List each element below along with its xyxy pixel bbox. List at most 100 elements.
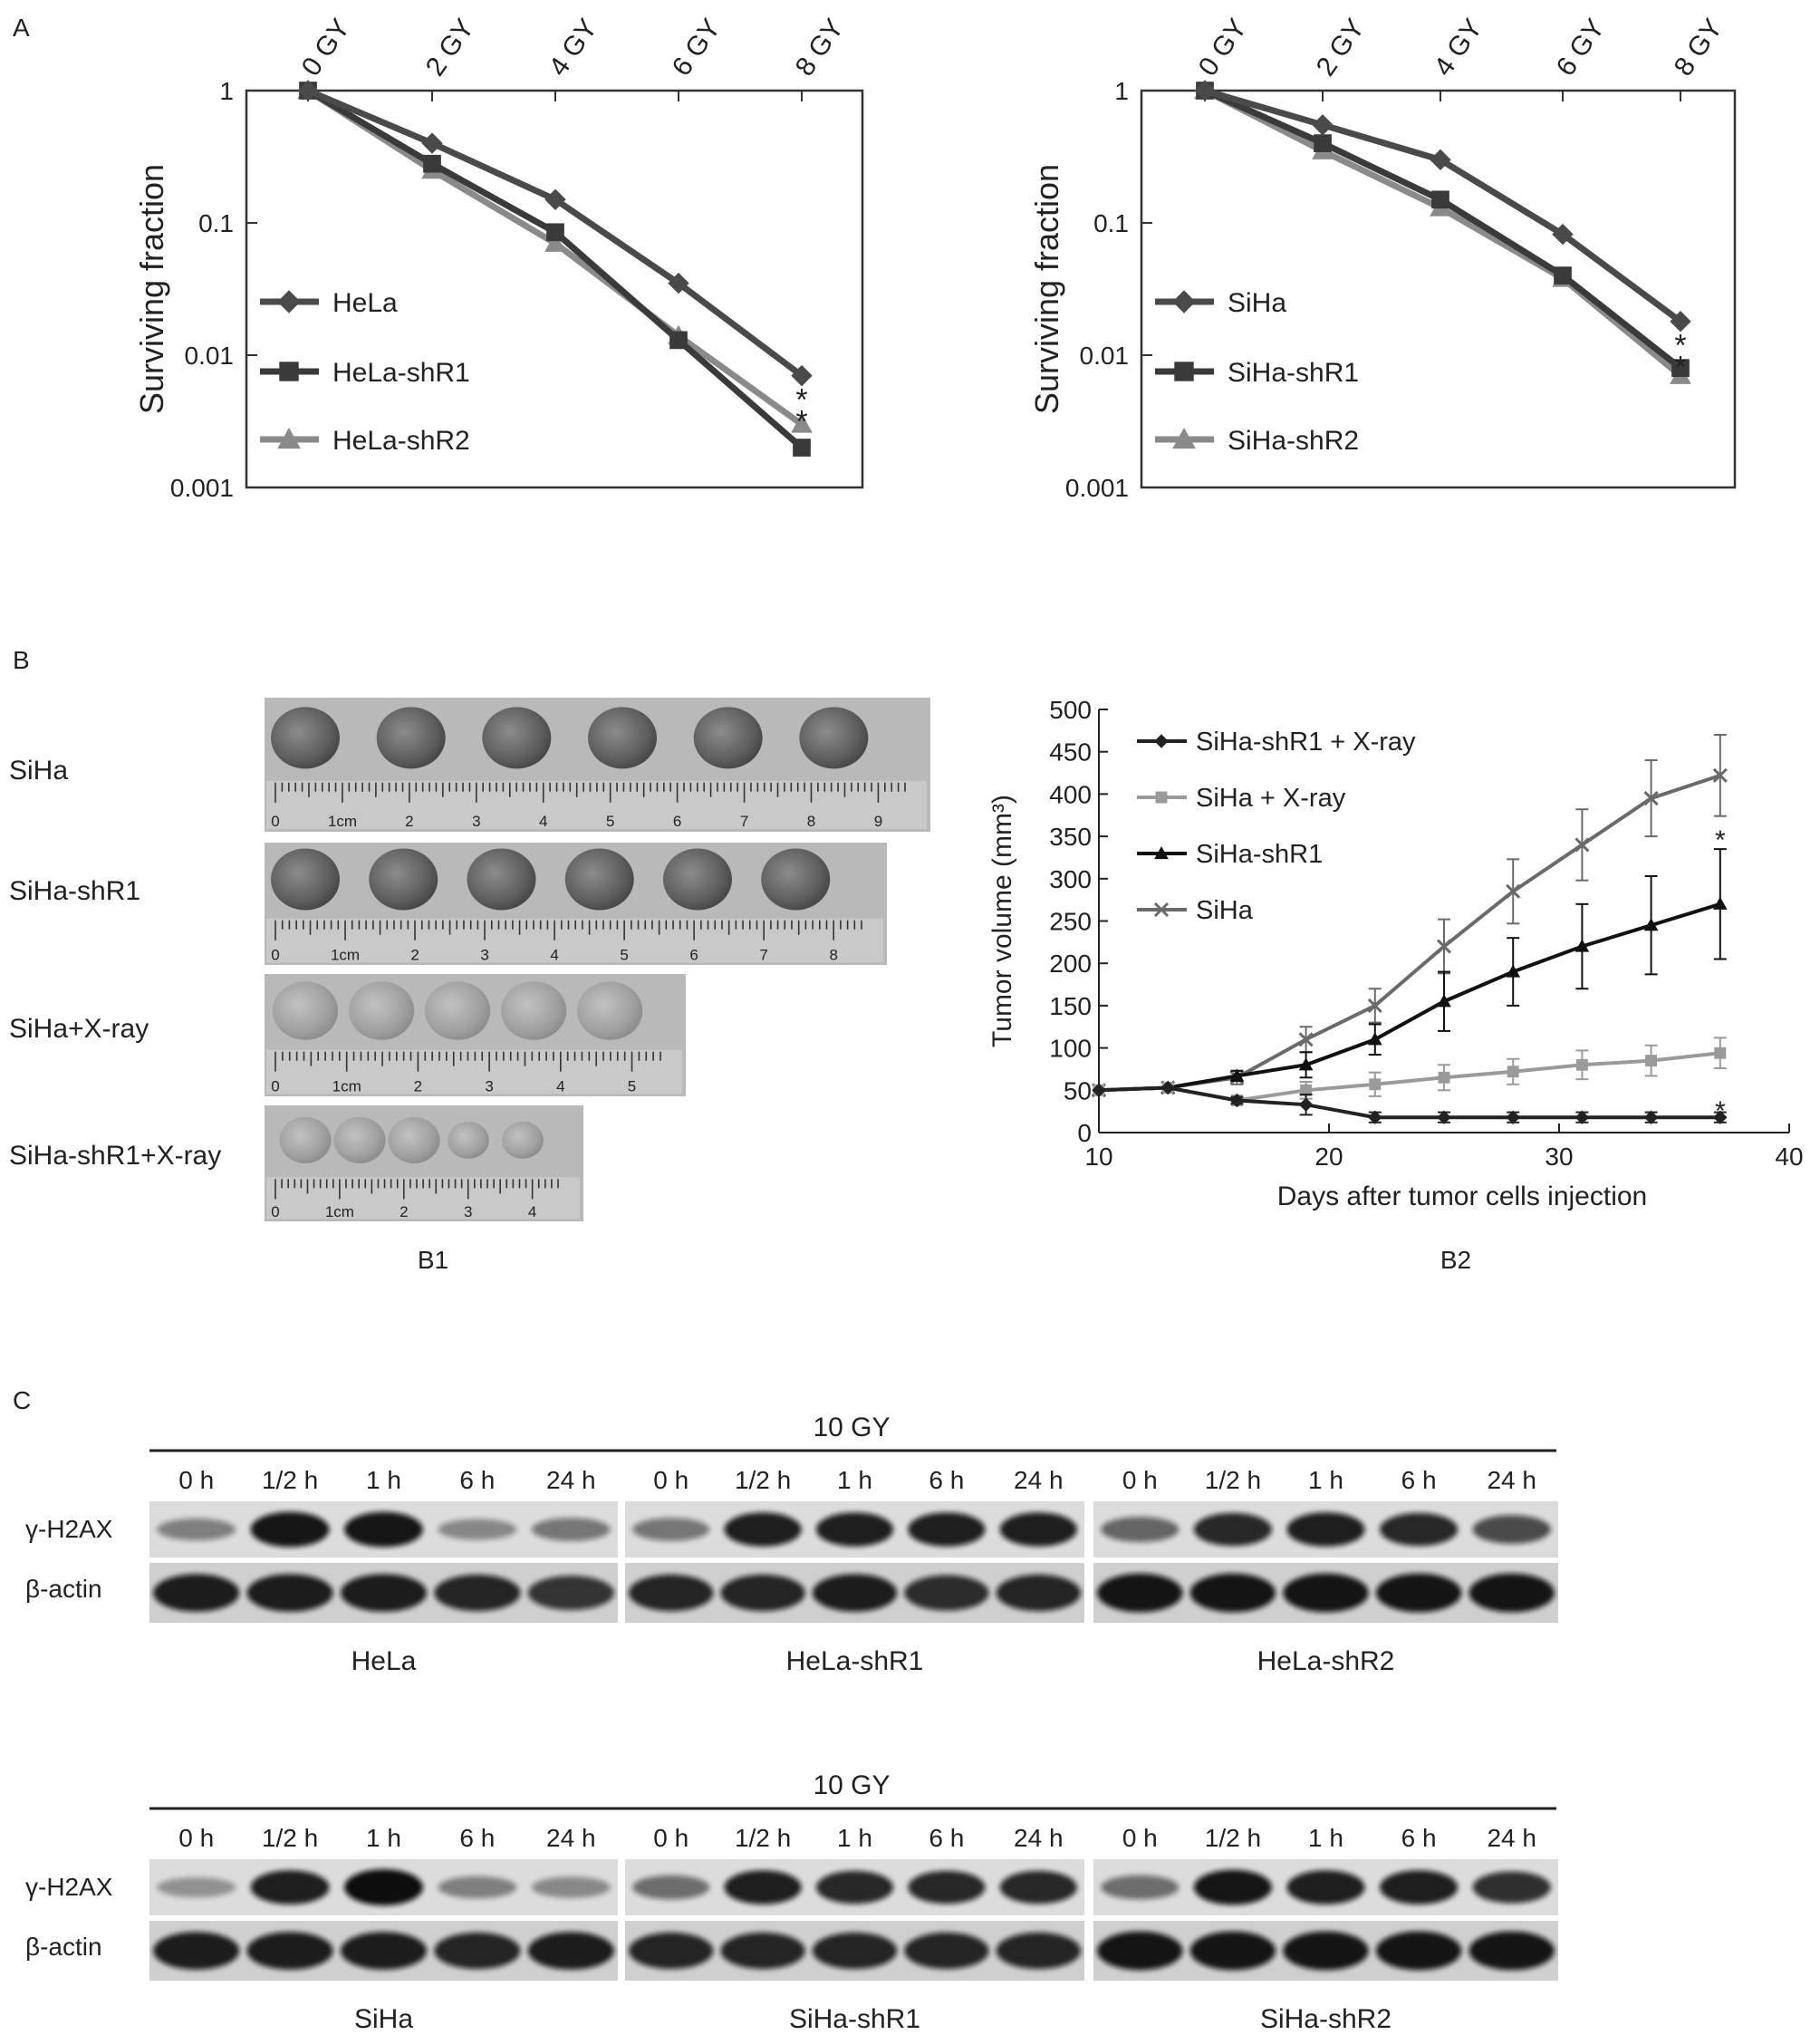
data-point — [1645, 1055, 1658, 1067]
data-point — [1092, 1083, 1106, 1098]
time-label: 6 h — [1401, 1466, 1437, 1494]
data-point — [1431, 190, 1449, 209]
blot-band — [1375, 1573, 1462, 1613]
time-label: 0 h — [653, 1824, 689, 1852]
legend-marker — [277, 290, 301, 313]
blot-band — [1193, 1869, 1272, 1905]
y-tick-label: 1 — [1114, 77, 1129, 105]
time-label: 0 h — [1122, 1824, 1158, 1852]
legend-label: SiHa-shR1 — [1196, 840, 1323, 869]
legend-label: SiHa — [1196, 896, 1254, 925]
blot-band — [1286, 1512, 1365, 1547]
blot-band — [1380, 1870, 1459, 1905]
ruler-label: 9 — [874, 813, 882, 830]
legend-marker — [1172, 427, 1196, 449]
y-axis-label: Tumor volume (mm³) — [987, 795, 1017, 1047]
y-tick-label: 450 — [1049, 738, 1092, 767]
ruler-label: 3 — [480, 947, 488, 964]
data-point — [1643, 1110, 1659, 1124]
tumor-row-label: SiHa+X-ray — [9, 1014, 149, 1044]
y-tick-label: 500 — [1049, 696, 1092, 724]
x-tick-label: 4 GY — [1429, 14, 1488, 82]
x-axis-label: Days after tumor cells injection — [1277, 1181, 1648, 1211]
blot-band — [1375, 1931, 1462, 1971]
blot-band — [344, 1511, 423, 1548]
legend-label: SiHa-shR2 — [1228, 426, 1359, 456]
tumor-volume-chart: 0 50 100 150 200 250 300 350 400 450 500 10 20 30 40 Da… — [987, 696, 1804, 1211]
time-label: 1 h — [1308, 1466, 1343, 1494]
time-label: 1 h — [1308, 1824, 1343, 1852]
blot-band — [434, 1932, 521, 1970]
data-point — [1367, 1032, 1382, 1046]
blot-band — [1189, 1573, 1276, 1613]
data-point — [669, 331, 688, 350]
blot-band — [720, 1932, 805, 1970]
y-tick-label: 150 — [1049, 992, 1092, 1020]
time-label: 1/2 h — [262, 1466, 318, 1494]
x-tick-label: 30 — [1545, 1143, 1573, 1171]
tumor — [564, 848, 634, 911]
data-point — [1437, 994, 1451, 1008]
blot-band — [250, 1870, 330, 1905]
legend-label: HeLa-shR1 — [332, 358, 470, 388]
y-tick-label: 0.01 — [1080, 342, 1130, 370]
data-point — [1506, 883, 1521, 899]
legend-label: SiHa-shR1 + X-ray — [1196, 728, 1416, 757]
cell-line-label: HeLa-shR2 — [1257, 1646, 1395, 1676]
tumor — [502, 1122, 544, 1159]
row-label-actin: β-actin — [25, 1575, 102, 1603]
tumor — [577, 981, 643, 1040]
data-point — [1314, 134, 1332, 152]
ruler-label: 1cm — [331, 947, 360, 964]
data-point — [1506, 964, 1521, 978]
data-point — [1438, 1071, 1450, 1084]
ruler-label: 0 — [271, 1078, 279, 1095]
data-point — [544, 188, 566, 210]
tumor — [693, 707, 763, 769]
y-tick-label: 0.01 — [185, 342, 235, 370]
blot-band — [724, 1870, 802, 1905]
time-label: 1/2 h — [1205, 1466, 1261, 1494]
data-point — [1713, 1110, 1728, 1124]
blot-band — [246, 1574, 333, 1612]
blot-band — [904, 1575, 989, 1611]
x-tick-label: 2 GY — [1311, 14, 1371, 82]
ruler — [266, 1049, 682, 1095]
time-label: 1/2 h — [735, 1466, 791, 1494]
blot-band — [157, 1877, 236, 1897]
y-tick-label: 0.1 — [198, 209, 234, 237]
cell-line-label: SiHa-shR1 — [789, 2004, 920, 2034]
data-point — [1506, 1110, 1520, 1124]
data-point — [1436, 939, 1452, 954]
y-tick-label: 350 — [1049, 823, 1092, 851]
tumor-row-label: SiHa-shR1+X-ray — [9, 1141, 221, 1171]
blot-band — [1380, 1512, 1459, 1547]
time-label: 24 h — [1487, 1824, 1536, 1852]
blot-band — [908, 1870, 986, 1905]
data-point — [1368, 1110, 1382, 1124]
y-tick-label: 200 — [1049, 950, 1092, 978]
blot-band — [1101, 1517, 1180, 1542]
data-point — [1229, 1068, 1245, 1082]
data-point — [1643, 918, 1659, 931]
y-tick-label: 0.001 — [1065, 474, 1129, 502]
data-point — [668, 272, 689, 294]
blot-band — [527, 1576, 614, 1610]
blot-band — [438, 1519, 517, 1540]
tumor — [279, 1116, 332, 1163]
time-label: 1/2 h — [1205, 1824, 1261, 1852]
time-label: 24 h — [1014, 1824, 1064, 1852]
y-tick-label: 100 — [1049, 1035, 1092, 1063]
western-blot-siha: 10 GY γ-H2AX β-actin 0 h 1/2 h 1 h 6 h 24 h SiHa… — [25, 1770, 1558, 2034]
legend-label: SiHa + X-ray — [1196, 784, 1346, 813]
y-tick-label: 300 — [1049, 865, 1092, 893]
data-point — [1671, 359, 1690, 377]
y-tick-label: 50 — [1064, 1076, 1092, 1104]
blot-band — [246, 1932, 333, 1970]
data-point — [1643, 791, 1659, 806]
tumor-row-label: SiHa — [9, 756, 68, 786]
blot-band — [1469, 1573, 1555, 1613]
time-label: 1/2 h — [735, 1824, 791, 1852]
blot-band — [629, 1574, 714, 1612]
row-label-h2ax: γ-H2AX — [25, 1515, 113, 1543]
